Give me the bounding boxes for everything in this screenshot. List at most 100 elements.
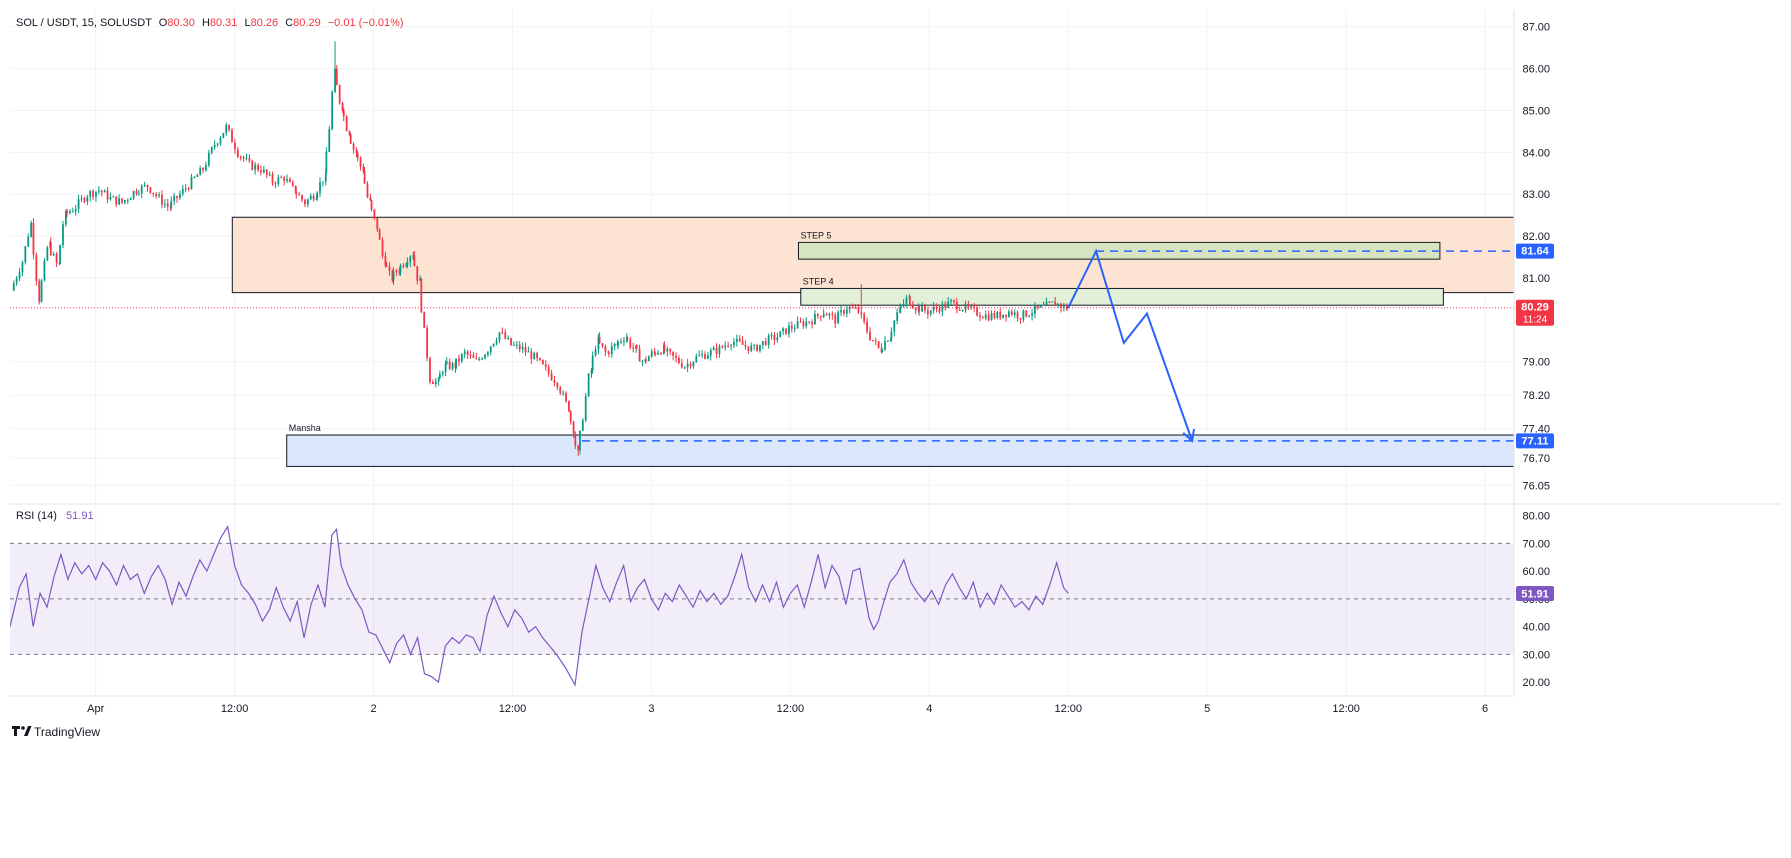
chart-canvas[interactable]: STEP 5 STEP 4 Mansha Apr 12:00 2 12:00 3 12:00 4… (9, 10, 1781, 848)
candle-body (981, 317, 984, 319)
candle-body (814, 314, 816, 325)
candle-body (632, 347, 635, 349)
candle-body (761, 341, 764, 345)
rsi-tick-label: 60.00 (1522, 566, 1550, 578)
candle-body (294, 185, 297, 193)
candle-body (64, 210, 67, 225)
candle-body (584, 396, 587, 421)
symbol-title: SOL / USDT, 15, SOLUSDT (16, 17, 152, 29)
candle-body (663, 344, 666, 352)
candle-body (1025, 310, 1028, 317)
candle-body (607, 351, 610, 353)
candle-body (251, 160, 254, 170)
candle-body (675, 355, 677, 358)
candle-body (349, 134, 352, 144)
candle-body (831, 314, 834, 316)
candle-body (1039, 305, 1042, 308)
candle-body (902, 303, 905, 307)
price-tick-label: 79.00 (1522, 357, 1550, 369)
x-tick-label: 2 (370, 703, 376, 715)
candle-body (40, 280, 43, 302)
price-tick-label: 81.00 (1522, 273, 1550, 285)
candle-body (654, 352, 657, 355)
x-tick-label: 3 (648, 703, 654, 715)
candle-body (216, 143, 219, 145)
step5-zone (797, 241, 1441, 260)
candle-body (515, 344, 518, 346)
rsi-tick-label: 70.00 (1522, 538, 1550, 550)
candle-body (420, 278, 423, 312)
candle-body (1048, 301, 1051, 303)
candle-body (301, 195, 303, 200)
candle-body (260, 170, 262, 173)
candle-body (213, 144, 216, 148)
candle-body (441, 372, 444, 375)
candle-body (1013, 312, 1016, 315)
candle-body (202, 168, 204, 171)
candle-body (32, 222, 35, 255)
candle-body (199, 168, 202, 176)
mansha-zone-label: Mansha (289, 423, 321, 433)
candle-body (103, 190, 106, 193)
candle-body (510, 338, 512, 346)
candle-body (527, 351, 530, 353)
target-high-badge-text: 81.64 (1521, 246, 1549, 258)
levels-layer (10, 250, 1514, 442)
candle-body (996, 311, 999, 318)
chart-frame[interactable]: STEP 5 STEP 4 Mansha Apr 12:00 2 12:00 3 12:00 4… (9, 10, 1781, 848)
candle-body (158, 194, 160, 196)
tradingview-logo[interactable]: TradingView (12, 725, 100, 739)
candle-body (234, 142, 236, 150)
candle-body (46, 247, 49, 261)
candle-body (964, 303, 967, 310)
price-tick-label: 78.20 (1522, 390, 1550, 402)
candle-body (62, 224, 64, 245)
candle-body (95, 191, 97, 197)
candle-body (504, 332, 507, 339)
candle-body (49, 241, 52, 255)
candle-body (802, 321, 805, 327)
candle-body (283, 177, 286, 181)
candle-body (207, 152, 210, 166)
candle-body (556, 382, 559, 388)
candle-body (469, 354, 472, 356)
candle-body (484, 354, 486, 359)
candle-body (381, 239, 384, 256)
candle-body (1002, 314, 1005, 318)
candle-body (86, 196, 89, 202)
candle-body (413, 255, 416, 267)
candle-body (581, 420, 584, 431)
candle-body (348, 131, 351, 135)
candle-body (984, 314, 987, 319)
candle-body (324, 172, 327, 182)
candle-body (735, 338, 738, 343)
candle-body (918, 305, 921, 312)
tradingview-logo-icon (12, 726, 32, 736)
price-tick-label: 76.05 (1522, 480, 1550, 492)
candle-body (38, 280, 41, 302)
candle-body (513, 344, 515, 346)
candle-body (1042, 304, 1045, 306)
candle-body (863, 314, 866, 322)
candle-body (770, 334, 773, 336)
candle-body (129, 198, 132, 200)
candle-body (579, 430, 581, 451)
candle-body (460, 354, 463, 362)
candle-body (695, 356, 698, 362)
candle-body (1019, 318, 1022, 320)
price-tick-label: 84.00 (1522, 147, 1550, 159)
candle-body (356, 152, 359, 158)
candle-body (304, 199, 306, 205)
candle-body (929, 310, 932, 315)
candle-body (406, 262, 409, 266)
candle-body (271, 174, 274, 184)
candle-body (184, 188, 187, 190)
candle-body (109, 196, 112, 200)
candle-body (979, 315, 981, 318)
high-value: 80.31 (210, 17, 238, 29)
x-tick-label: 12:00 (499, 703, 527, 715)
candle-body (43, 260, 46, 281)
candle-body (486, 352, 489, 355)
candle-body (889, 339, 892, 342)
candle-body (843, 310, 845, 314)
